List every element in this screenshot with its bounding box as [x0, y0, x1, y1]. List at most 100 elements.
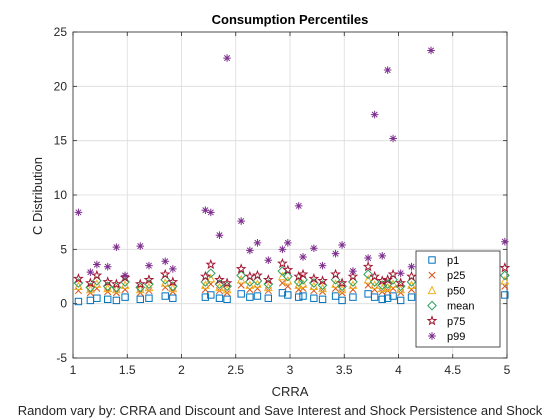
p1-point — [112, 296, 121, 305]
p50-point — [253, 279, 262, 288]
p1-point — [331, 292, 340, 300]
p75-point — [406, 270, 417, 282]
p75-point — [221, 277, 233, 288]
p75-point — [143, 274, 155, 285]
p75-point — [369, 270, 380, 282]
chart-title: Consumption Percentiles — [212, 12, 369, 27]
p1-point — [201, 293, 210, 301]
p99-point — [103, 262, 112, 271]
p99-point — [86, 268, 95, 276]
x-tick-label: 5 — [504, 363, 511, 377]
p25-point — [121, 285, 129, 294]
legend-marker-p99 — [428, 332, 436, 340]
legend-label-p50: p50 — [447, 285, 465, 297]
p99-point — [378, 252, 387, 260]
p75-point — [395, 277, 407, 288]
x-axis-label: CRRA — [272, 384, 309, 399]
p50-point — [370, 280, 380, 289]
x-tick-label: 2 — [178, 363, 185, 377]
p50-point — [206, 273, 216, 283]
p75-point — [91, 269, 103, 280]
p50-point — [263, 282, 273, 292]
p50-point — [407, 280, 416, 289]
p99-point — [136, 242, 145, 250]
p1-point — [407, 293, 416, 301]
p1-point — [310, 294, 318, 302]
p99-point — [396, 269, 405, 278]
p75-point — [330, 268, 341, 279]
p99-point — [246, 246, 254, 255]
p99-point — [501, 237, 509, 246]
p99-point — [294, 202, 303, 210]
p99-point — [74, 208, 83, 217]
y-tick-label: 20 — [54, 79, 68, 93]
x-tick-label: 1 — [70, 363, 77, 377]
p50-point — [500, 275, 510, 285]
p75-point — [308, 273, 320, 284]
mean-point — [111, 282, 122, 293]
p50-point — [309, 281, 319, 290]
p50-point — [74, 281, 83, 290]
y-tick-label: -5 — [56, 351, 67, 365]
p1-point — [74, 297, 83, 306]
p75-point — [200, 270, 211, 282]
legend-label-mean: mean — [447, 301, 475, 313]
mean-point — [222, 281, 232, 292]
p1-point — [389, 292, 397, 300]
p25-point — [93, 284, 101, 293]
legend-label-p1: p1 — [447, 255, 459, 267]
legend-marker-p50 — [427, 285, 437, 295]
p1-point — [294, 293, 303, 301]
p75-point — [119, 271, 131, 283]
p1-point — [396, 296, 405, 305]
p75-point — [387, 268, 399, 279]
p1-point — [237, 290, 245, 298]
p1-point — [299, 292, 307, 300]
mean-point — [395, 281, 406, 292]
p1-point — [338, 296, 346, 305]
legend-label-p75: p75 — [447, 316, 465, 328]
p99-point — [264, 256, 273, 264]
p75-point — [159, 268, 171, 279]
mean-point — [337, 281, 347, 292]
p99-point — [93, 260, 101, 269]
p1-point — [246, 293, 254, 301]
p50-point — [236, 274, 246, 284]
p99-point — [215, 231, 224, 240]
legend: p1 p25 p50 mean p75 p99 — [415, 250, 501, 348]
p1-point — [86, 296, 95, 305]
p99-point — [349, 267, 357, 275]
mean-point — [135, 282, 146, 293]
p50-point — [363, 274, 373, 284]
p75-point — [317, 275, 328, 286]
p1-point — [223, 295, 231, 304]
p99-point — [121, 271, 129, 280]
p99-point — [310, 244, 318, 253]
x-tick-label: 3 — [287, 363, 294, 377]
p1-point — [121, 293, 129, 301]
p1-point — [215, 294, 224, 302]
y-axis-label: C Distribution — [30, 157, 45, 235]
p25-point — [246, 285, 254, 294]
y-tick-label: 25 — [54, 25, 68, 39]
p99-point — [223, 54, 231, 62]
legend-marker-mean — [427, 300, 437, 311]
p1-point — [501, 291, 509, 299]
p75-point — [111, 278, 122, 289]
p75-point — [235, 263, 247, 274]
p75-point — [102, 276, 114, 287]
p25-point — [161, 283, 169, 291]
y-tick-label: 10 — [54, 188, 68, 202]
mean-point — [363, 269, 374, 280]
p99-point — [253, 239, 262, 247]
p75-point — [297, 268, 309, 279]
p1-point — [364, 290, 372, 298]
p99-point — [145, 261, 153, 270]
legend-box — [415, 250, 501, 348]
p75-point — [73, 273, 84, 284]
p75-point — [205, 258, 217, 270]
y-tick-label: 15 — [54, 134, 68, 148]
p99-point — [389, 134, 397, 143]
